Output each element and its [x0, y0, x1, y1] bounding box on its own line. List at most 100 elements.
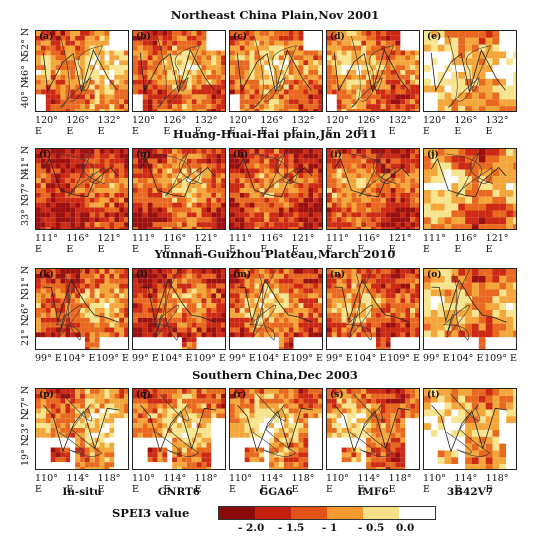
map-cell [147, 70, 153, 75]
map-cell [478, 189, 486, 197]
map-cell [259, 99, 265, 105]
map-cell [293, 288, 299, 294]
map-cell [336, 322, 342, 328]
map-cell [351, 109, 357, 111]
map-cell [99, 192, 105, 198]
map-cell [50, 467, 56, 469]
map-cell [142, 342, 148, 348]
map-cell [366, 222, 372, 228]
map-cell [283, 74, 289, 80]
map-cell [206, 40, 212, 46]
map-cell [244, 74, 250, 80]
map-cell [104, 437, 110, 443]
x-axis-label: 120° E [423, 115, 446, 137]
map-cell [45, 442, 51, 448]
map-cell [444, 323, 452, 331]
map-cell [346, 188, 352, 193]
map-cell [239, 188, 245, 193]
map-cell [157, 94, 163, 100]
map-cell [65, 149, 71, 154]
map-cell [186, 60, 192, 66]
map-cell [119, 99, 125, 105]
map-cell [361, 149, 367, 154]
map-cell [331, 337, 337, 343]
map-cell [478, 106, 486, 111]
map-cell [405, 89, 411, 95]
map-cell [196, 273, 202, 279]
map-cell [410, 293, 416, 299]
map-cell [221, 418, 225, 424]
map-cell [147, 50, 153, 56]
map-cell [390, 197, 396, 203]
map-cell [60, 342, 66, 348]
map-cell [114, 217, 120, 223]
map-cell [249, 45, 255, 51]
map-cell [65, 298, 71, 304]
map-cell [181, 342, 187, 348]
map-cell [274, 217, 279, 223]
region-boundary [140, 157, 216, 198]
map-cell [341, 84, 347, 90]
map-cell [147, 192, 153, 198]
map-cell [70, 222, 76, 228]
map-cell [371, 55, 376, 61]
map-cell [254, 50, 260, 56]
map-cell [259, 79, 265, 85]
map-cell [410, 327, 416, 333]
map-cell [142, 288, 148, 294]
map-cell [191, 317, 197, 323]
map-cell [167, 217, 173, 223]
map-cell [361, 192, 367, 198]
map-cell [80, 197, 85, 203]
map-cell [133, 207, 138, 213]
map-cell [346, 222, 352, 228]
map-cell [114, 227, 120, 229]
map-cell [254, 158, 260, 164]
map-cell [201, 269, 207, 274]
map-cell [341, 322, 347, 328]
map-cell [278, 168, 284, 174]
map-cell [492, 189, 500, 197]
map-cell [94, 332, 100, 338]
map-cell [451, 92, 459, 100]
map-cell [366, 293, 372, 299]
map-cell [336, 163, 342, 169]
map-cell [278, 298, 284, 304]
map-cell [249, 104, 255, 110]
map-cell [239, 84, 245, 90]
map-cell [400, 65, 406, 71]
map-cell [137, 109, 143, 111]
map-cell [45, 35, 51, 41]
map-cell [201, 273, 207, 279]
map-cell [395, 327, 401, 333]
map-cell [313, 327, 319, 333]
map-cell [366, 273, 372, 279]
map-cell [485, 71, 493, 79]
map-cell [492, 309, 500, 317]
panel-label: (n) [330, 270, 346, 280]
map-cell [264, 278, 270, 284]
map-cell [249, 84, 255, 90]
map-cell [60, 293, 66, 299]
map-cell [234, 149, 240, 154]
map-cell [465, 282, 472, 290]
map-cell [318, 212, 322, 218]
map-cell [361, 173, 367, 179]
map-cell [499, 71, 507, 79]
map-cell [437, 282, 445, 290]
map-cell [142, 207, 148, 213]
map-cell [142, 212, 148, 218]
map-cell [288, 74, 294, 80]
map-cell [269, 153, 275, 159]
map-cell [152, 403, 158, 409]
map-cell [366, 183, 372, 189]
map-cell [318, 308, 322, 313]
map-cell [437, 296, 445, 304]
map-cell [216, 398, 222, 404]
map-cell [375, 288, 381, 294]
map-cell [341, 45, 347, 51]
map-cell [293, 158, 299, 164]
map-cell [366, 84, 372, 90]
map-cell [415, 207, 419, 213]
map-cell [308, 217, 314, 223]
